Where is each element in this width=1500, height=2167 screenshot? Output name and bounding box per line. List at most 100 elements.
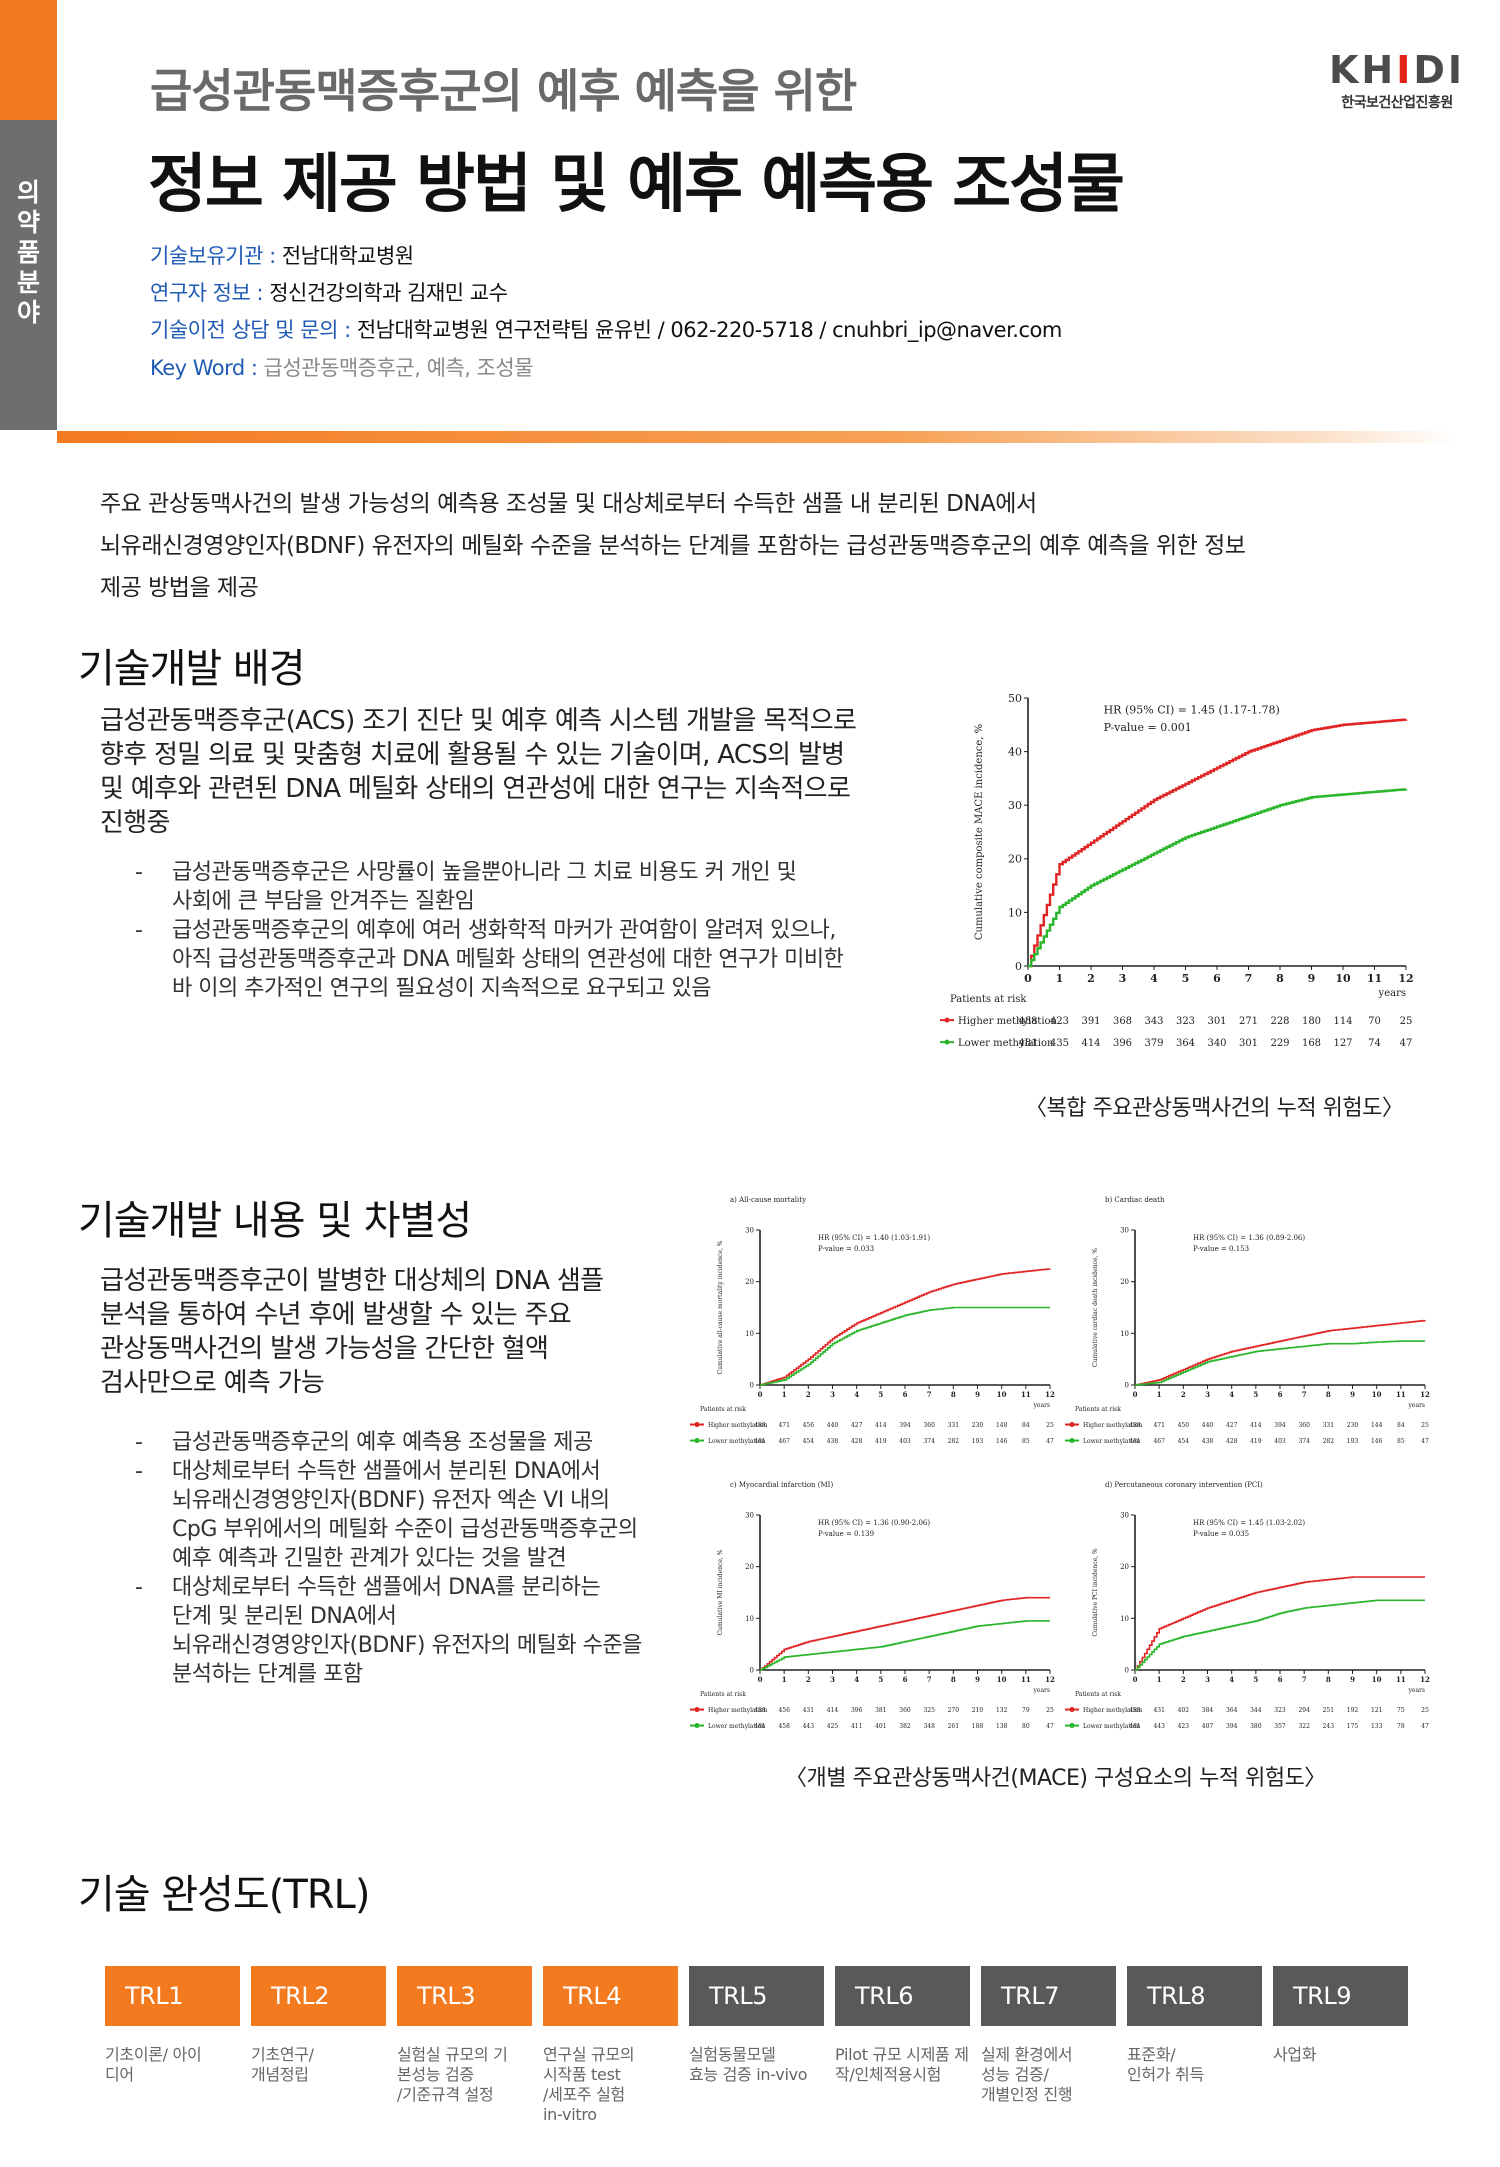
logo-subtitle: 한국보건산업진흥원 (1341, 95, 1453, 111)
chart-title: d) Percutaneous coronary intervention (P… (1105, 1481, 1263, 1489)
risk-count: 368 (1113, 1016, 1132, 1027)
trl-desc-line: 사업화 (1273, 2045, 1317, 2064)
risk-count: 323 (1274, 1707, 1286, 1714)
x-tick-label: 7 (927, 1390, 932, 1399)
risk-count: 146 (1371, 1438, 1383, 1445)
trl-desc-line: 실험동물모델 (689, 2045, 776, 2064)
risk-count: 440 (1202, 1422, 1214, 1429)
risk-series-name: Lower methylation (1083, 1723, 1140, 1730)
risk-count: 471 (1153, 1422, 1164, 1429)
risk-legend-marker (694, 1438, 700, 1444)
risk-count: 391 (1081, 1016, 1100, 1027)
page-subtitle: 급성관동맥증후군의 예후 예측을 위한 (150, 64, 857, 118)
risk-count: 488 (754, 1422, 766, 1429)
y-axis-label: Cumulative composite MACE incidence, % (974, 724, 985, 940)
x-axis-label: years (1033, 1402, 1050, 1409)
series-line-higher (1135, 1319, 1426, 1386)
x-tick-label: 3 (1205, 1390, 1210, 1399)
risk-count: 79 (1022, 1707, 1030, 1714)
x-tick-label: 10 (1335, 972, 1351, 985)
risk-count: 148 (996, 1422, 1008, 1429)
x-tick-label: 8 (1326, 1390, 1331, 1399)
x-tick-label: 0 (758, 1675, 763, 1684)
risk-series-name: Higher methylation (1083, 1422, 1143, 1429)
x-tick-label: 11 (1021, 1675, 1031, 1684)
risk-count: 85 (1022, 1438, 1030, 1445)
info-contact-value: 전남대학교병원 연구전략팀 윤유빈 / 062-220-5718 / cnuhb… (356, 318, 1062, 342)
bullet-line: 급성관동맥증후군의 예후 예측용 조성물을 제공 (172, 1430, 593, 1455)
risk-count: 427 (1226, 1422, 1238, 1429)
risk-count: 340 (1207, 1038, 1226, 1049)
info-keyword: Key Word : 급성관동맥증후군, 예측, 조성물 (150, 352, 534, 382)
chart-annotation: P-value = 0.153 (1193, 1245, 1249, 1253)
chart-annotation: P-value = 0.139 (818, 1530, 874, 1538)
side-tab-char: 의 (16, 178, 40, 207)
trl-desc-line: 본성능 검증 (397, 2065, 474, 2084)
bullet-line: CpG 부위에서의 메틸화 수준이 급성관동맥증후군의 (172, 1517, 638, 1542)
risk-count: 282 (1323, 1438, 1335, 1445)
x-tick-label: 2 (1181, 1675, 1186, 1684)
risk-count: 360 (1298, 1422, 1310, 1429)
risk-series-name: Higher methylation (708, 1422, 768, 1429)
risk-count: 192 (1347, 1707, 1359, 1714)
y-tick-label: 30 (745, 1226, 754, 1234)
x-tick-label: 6 (1213, 972, 1221, 985)
bullet-item: 급성관동맥증후군은 사망률이 높을뿐아니라 그 치료 비용도 커 개인 및 사회… (135, 858, 843, 916)
section-heading-background: 기술개발 배경 (78, 646, 306, 692)
trl-desc-line: Pilot 규모 시제품 제 (835, 2045, 969, 2064)
series-line-higher (760, 1268, 1051, 1386)
trl-desc-8: 표준화/인허가 취득 (1127, 2045, 1271, 2085)
x-tick-label: 11 (1021, 1390, 1031, 1399)
y-tick-label: 20 (1120, 1563, 1129, 1571)
risk-series-name: Higher methylation (1083, 1707, 1143, 1714)
chart-annotation: HR (95% CI) = 1.36 (0.90-2.06) (818, 1519, 930, 1527)
series-line-higher (1135, 1576, 1425, 1671)
x-axis-label: years (1408, 1402, 1425, 1409)
risk-count: 121 (1371, 1707, 1382, 1714)
risk-count: 401 (875, 1723, 886, 1730)
x-tick-label: 2 (1087, 972, 1095, 985)
trl-desc-line: /기준규격 설정 (397, 2085, 494, 2104)
x-tick-label: 5 (1182, 972, 1190, 985)
trl-desc-line: 기초연구/ (251, 2045, 314, 2064)
chart-title: c) Myocardial infarction (MI) (730, 1481, 833, 1489)
risk-table-title: Patients at risk (1075, 1691, 1121, 1698)
risk-count: 394 (899, 1422, 911, 1429)
risk-legend-marker (1069, 1723, 1075, 1729)
risk-count: 488 (1129, 1707, 1141, 1714)
x-tick-label: 11 (1367, 972, 1382, 985)
bullet-line: 대상체로부터 수득한 샘플에서 분리된 DNA에서 (172, 1459, 601, 1484)
risk-count: 394 (1226, 1723, 1238, 1730)
trl-desc-line: 기초이론/ 아이 (105, 2045, 202, 2064)
x-tick-label: 1 (1056, 972, 1064, 985)
x-tick-label: 6 (1278, 1390, 1283, 1399)
y-tick-label: 0 (750, 1381, 754, 1389)
trl-desc-line: 성능 검증/ (981, 2065, 1049, 2084)
x-tick-label: 0 (758, 1390, 763, 1399)
lead-line: 분석을 통하여 수년 후에 발생할 수 있는 주요 (100, 1300, 572, 1330)
risk-count: 402 (1178, 1707, 1190, 1714)
risk-count: 379 (1144, 1038, 1163, 1049)
trl-desc-line: /세포주 실험 (543, 2085, 625, 2104)
risk-count: 403 (1274, 1438, 1286, 1445)
risk-count: 47 (1046, 1438, 1054, 1445)
risk-count: 425 (827, 1723, 839, 1730)
bullet-line: 아직 급성관동맥증후군과 DNA 메틸화 상태의 연관성에 대한 연구가 미비한 (172, 947, 844, 972)
risk-count: 193 (1347, 1438, 1359, 1445)
risk-series-name: Higher methylation (958, 1016, 1058, 1027)
info-org-value: 전남대학교병원 (281, 244, 414, 268)
bullet-line: 뇌유래신경영양인자(BDNF) 유전자 엑손 VI 내의 (172, 1488, 610, 1513)
risk-count: 414 (1250, 1422, 1262, 1429)
risk-count: 481 (754, 1438, 765, 1445)
y-tick-label: 10 (1120, 1615, 1129, 1623)
trl-desc-line: 실제 환경에서 (981, 2045, 1073, 2064)
x-tick-label: 12 (1398, 972, 1413, 985)
risk-count: 261 (948, 1723, 959, 1730)
y-tick-label: 10 (745, 1330, 754, 1338)
risk-count: 138 (996, 1723, 1008, 1730)
risk-count: 228 (1270, 1016, 1289, 1027)
trl-desc-line: 연구실 규모의 (543, 2045, 635, 2064)
trl-desc-line: 효능 검증 in-vivo (689, 2065, 808, 2084)
lead-line: 진행중 (100, 808, 170, 838)
